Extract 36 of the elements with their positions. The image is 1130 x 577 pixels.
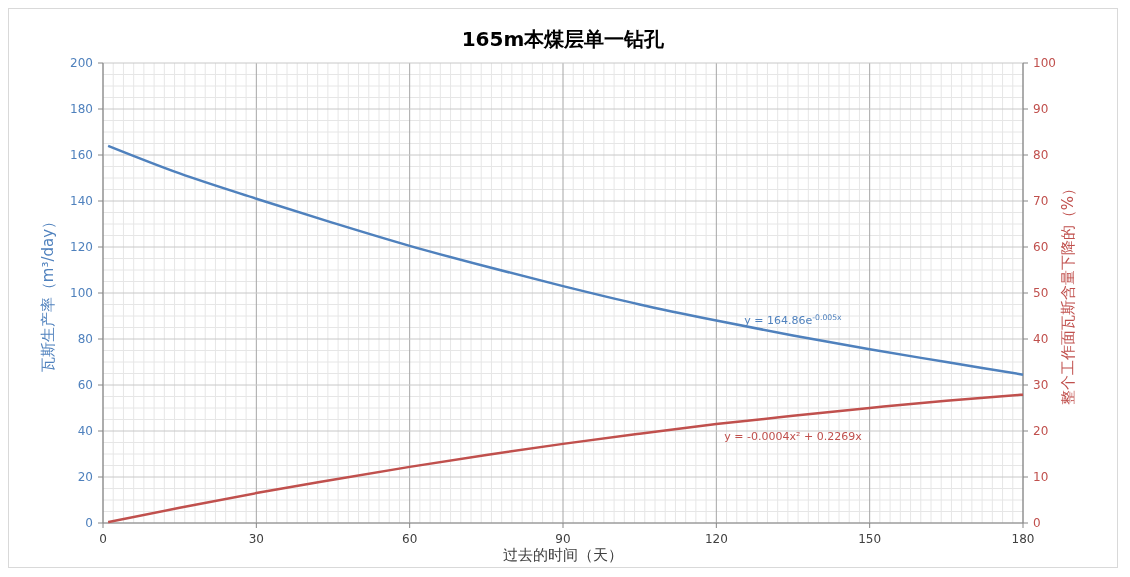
y2-tick-label: 10 — [1033, 470, 1049, 484]
x-tick-label: 0 — [99, 532, 107, 546]
y2-tick-label: 40 — [1033, 332, 1049, 346]
y-tick-label: 160 — [70, 148, 93, 162]
x-tick-label: 60 — [402, 532, 418, 546]
y-tick-label: 0 — [85, 516, 93, 530]
y2-tick-label: 80 — [1033, 148, 1049, 162]
y2-tick-label: 0 — [1033, 516, 1041, 530]
y-tick-label: 20 — [77, 470, 93, 484]
y2-axis-title: 整个工作面瓦斯含量下降的（%） — [1059, 180, 1077, 406]
x-axis-title: 过去的时间（天） — [503, 546, 623, 564]
y2-tick-label: 60 — [1033, 240, 1049, 254]
y-tick-label: 180 — [70, 102, 93, 116]
x-tick-label: 150 — [858, 532, 882, 546]
line-series — [106, 144, 1025, 376]
y-tick-label: 200 — [70, 56, 93, 70]
annotation: y = -0.0004x² + 0.2269x — [724, 429, 863, 443]
y-tick-label: 40 — [77, 424, 93, 438]
y-tick-label: 100 — [70, 286, 93, 300]
x-tick-label: 180 — [1011, 532, 1035, 546]
y2-tick-label: 20 — [1033, 424, 1049, 438]
y-tick-label: 80 — [77, 332, 93, 346]
line-series — [106, 393, 1025, 524]
y-tick-label: 60 — [77, 378, 93, 392]
x-tick-label: 90 — [555, 532, 571, 546]
x-tick-label: 30 — [248, 532, 264, 546]
y2-tick-label: 90 — [1033, 102, 1049, 116]
y-axis-title: 瓦斯生产率（m³/day） — [39, 213, 57, 373]
x-tick-label: 120 — [704, 532, 728, 546]
y-tick-label: 120 — [70, 240, 93, 254]
y2-tick-label: 50 — [1033, 286, 1049, 300]
chart-title: 165m本煤层单一钻孔 — [461, 27, 666, 51]
y2-tick-label: 100 — [1033, 56, 1056, 70]
y-tick-label: 140 — [70, 194, 93, 208]
y2-tick-label: 70 — [1033, 194, 1049, 208]
y2-tick-label: 30 — [1033, 378, 1049, 392]
